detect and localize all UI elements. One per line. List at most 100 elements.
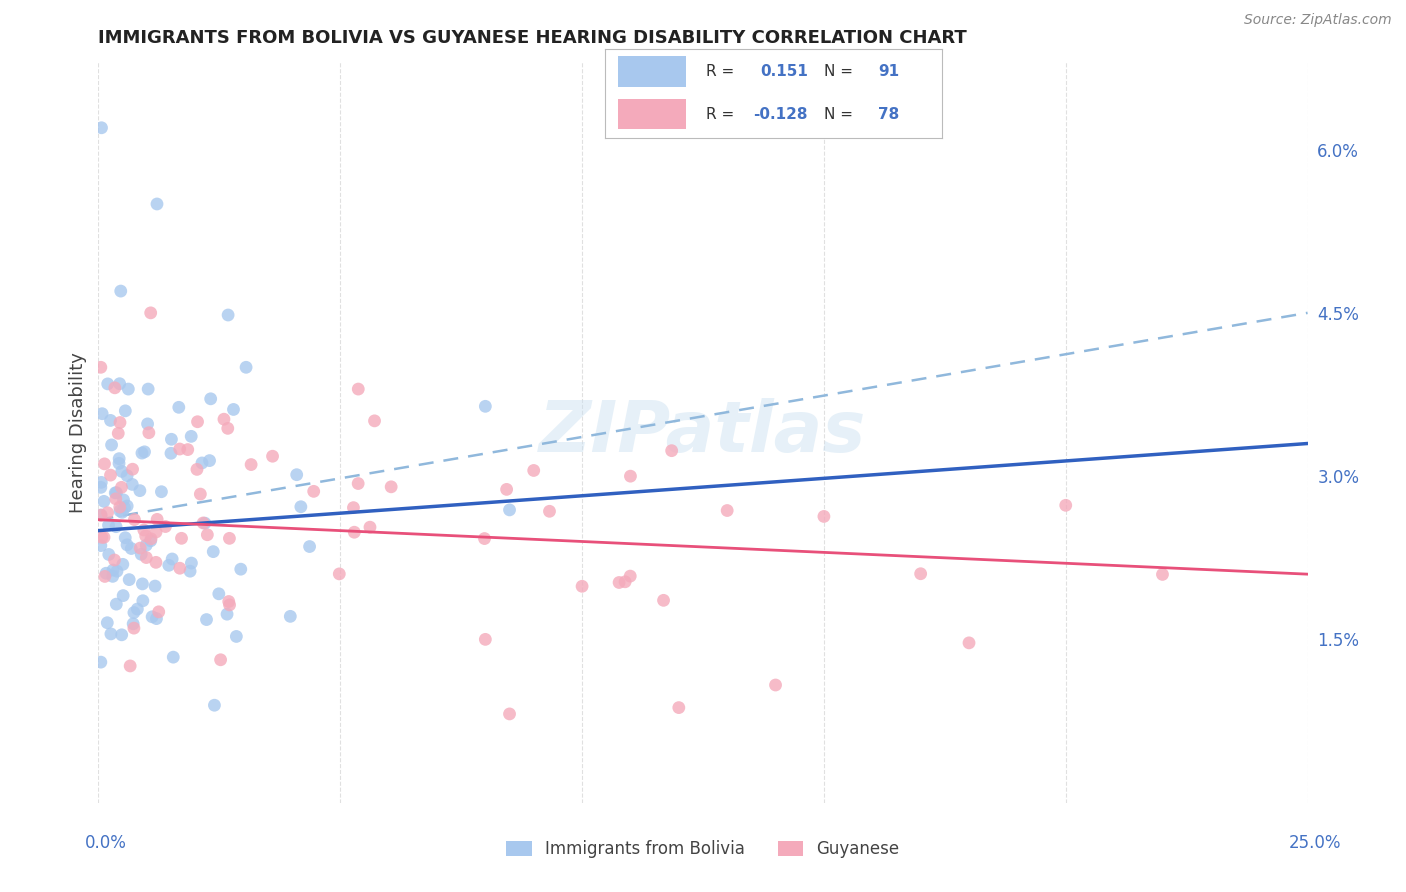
Point (90, 655, 112, 669)
Point (139, 532, 162, 546)
Point (262, 449, 284, 463)
Point (145, 555, 167, 569)
Point (114, 500, 136, 515)
Point (134, 445, 156, 459)
Point (363, 414, 385, 428)
Point (498, 503, 520, 517)
Point (474, 400, 496, 414)
Point (195, 613, 218, 627)
Point (359, 520, 381, 534)
Text: R =: R = (706, 64, 734, 78)
Point (160, 432, 183, 446)
Bar (619, 56, 686, 87)
Point (342, 500, 364, 515)
Point (111, 464, 134, 478)
Point (104, 486, 127, 500)
Point (100, 468, 122, 483)
Point (135, 538, 157, 552)
Point (94, 566, 117, 581)
Point (150, 484, 173, 499)
Point (498, 706, 520, 721)
Point (103, 553, 125, 567)
Point (131, 577, 153, 591)
Point (668, 700, 690, 714)
Point (146, 512, 169, 526)
Point (302, 484, 325, 499)
Point (135, 550, 157, 565)
Point (661, 443, 683, 458)
Point (108, 451, 131, 466)
Point (117, 382, 139, 396)
Point (121, 477, 143, 491)
Point (115, 499, 138, 513)
Point (652, 593, 675, 607)
Bar (619, 99, 686, 129)
Point (218, 598, 240, 612)
Text: IMMIGRANTS FROM BOLIVIA VS GUYANESE HEARING DISABILITY CORRELATION CHART: IMMIGRANTS FROM BOLIVIA VS GUYANESE HEAR… (98, 29, 967, 47)
Point (120, 541, 142, 556)
Point (347, 382, 370, 396)
Point (290, 500, 312, 514)
Text: 0.151: 0.151 (759, 64, 807, 78)
Point (139, 533, 162, 548)
Point (129, 547, 152, 561)
Point (910, 566, 932, 581)
Point (198, 453, 221, 467)
Point (229, 562, 252, 576)
Point (222, 402, 245, 417)
Point (328, 566, 350, 581)
Point (100, 438, 122, 452)
Point (111, 505, 134, 519)
Point (115, 538, 138, 552)
Point (167, 401, 190, 415)
Point (107, 426, 129, 441)
Point (136, 382, 159, 396)
Point (90, 120, 112, 135)
Point (145, 524, 167, 539)
Point (225, 630, 247, 644)
Point (128, 483, 150, 498)
Text: 91: 91 (877, 64, 898, 78)
Point (191, 516, 214, 530)
Point (104, 381, 127, 395)
Point (157, 558, 180, 573)
Point (112, 492, 135, 507)
Point (110, 284, 132, 298)
Point (143, 579, 166, 593)
Point (97, 548, 120, 562)
Point (619, 569, 641, 583)
Point (212, 412, 235, 426)
Text: N =: N = (824, 64, 853, 78)
Point (93, 494, 115, 508)
Point (495, 483, 517, 497)
Point (122, 621, 145, 635)
Point (122, 606, 145, 620)
Point (114, 531, 136, 545)
Point (218, 594, 240, 608)
Point (186, 462, 208, 476)
Point (187, 415, 209, 429)
Point (202, 544, 225, 558)
Point (474, 532, 496, 546)
Point (118, 573, 141, 587)
Point (105, 564, 128, 578)
Point (122, 616, 145, 631)
Text: 78: 78 (877, 107, 900, 121)
Point (204, 698, 226, 713)
Point (607, 575, 630, 590)
Text: ZIPatlas: ZIPatlas (540, 398, 866, 467)
Point (90, 508, 112, 523)
Legend: Immigrants from Bolivia, Guyanese: Immigrants from Bolivia, Guyanese (501, 833, 905, 865)
Point (191, 456, 214, 470)
Point (813, 509, 835, 524)
Point (209, 653, 232, 667)
Point (96, 506, 118, 520)
Point (90, 480, 112, 494)
Point (208, 587, 231, 601)
Text: Source: ZipAtlas.com: Source: ZipAtlas.com (1244, 13, 1392, 28)
Point (240, 458, 263, 472)
Point (90, 475, 112, 490)
Point (132, 593, 155, 607)
Point (169, 442, 191, 456)
Point (523, 463, 546, 477)
